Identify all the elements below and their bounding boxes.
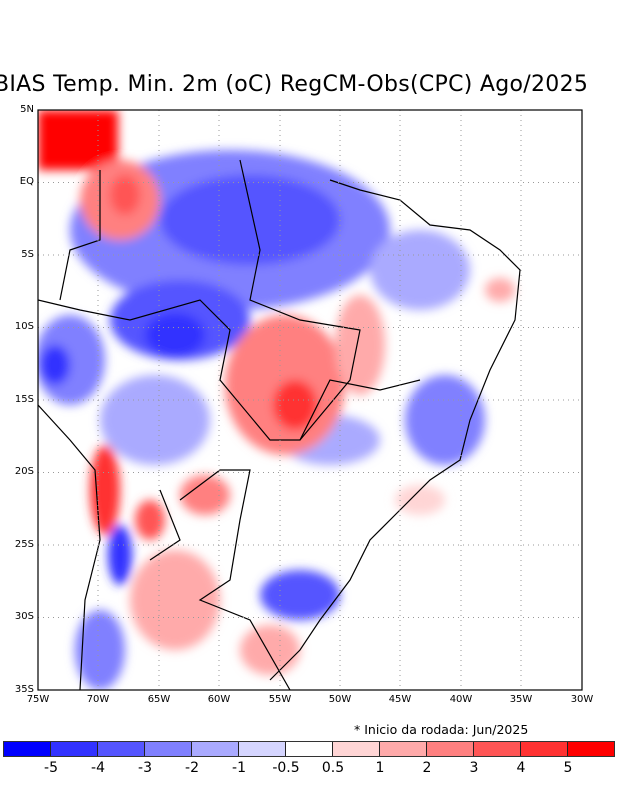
- colorbar-label: -2: [185, 760, 199, 776]
- grid-lines: [38, 110, 582, 690]
- x-tick-label: 75W: [26, 694, 50, 705]
- colorbar-label: 1: [375, 760, 385, 776]
- colorbar-swatch: [145, 742, 192, 756]
- colorbar-label: -0.5: [272, 760, 300, 776]
- colorbar-swatch: [380, 742, 427, 756]
- colorbar-swatch: [98, 742, 145, 756]
- colorbar-label: -1: [232, 760, 246, 776]
- colorbar-swatch: [51, 742, 98, 756]
- y-tick-label: 15S: [14, 394, 34, 405]
- colorbar-swatch: [239, 742, 286, 756]
- bias-field: [38, 110, 521, 690]
- colorbar-label: -5: [44, 760, 58, 776]
- bias-map: [37, 109, 583, 691]
- x-tick-label: 30W: [570, 694, 594, 705]
- x-tick-label: 45W: [388, 694, 412, 705]
- map-frame: [37, 109, 583, 691]
- x-tick-label: 40W: [449, 694, 473, 705]
- colorbar-swatch: [192, 742, 239, 756]
- colorbar-swatch: [4, 742, 51, 756]
- country-borders: [38, 159, 521, 690]
- colorbar: [3, 741, 615, 757]
- y-tick-label: 25S: [14, 539, 34, 550]
- y-tick-label: 35S: [14, 684, 34, 695]
- colorbar-swatch: [286, 742, 333, 756]
- y-tick-label: EQ: [19, 176, 34, 187]
- colorbar-label: -3: [138, 760, 152, 776]
- colorbar-label: 0.5: [321, 760, 345, 776]
- x-tick-label: 55W: [268, 694, 292, 705]
- y-tick-label: 20S: [14, 466, 34, 477]
- colorbar-swatch: [474, 742, 521, 756]
- colorbar-swatch: [568, 742, 614, 756]
- y-tick-label: 5S: [21, 249, 34, 260]
- x-tick-label: 50W: [328, 694, 352, 705]
- colorbar-label: 3: [469, 760, 479, 776]
- y-tick-label: 5N: [20, 104, 34, 115]
- colorbar-swatch: [521, 742, 568, 756]
- x-tick-label: 65W: [147, 694, 171, 705]
- colorbar-label: -4: [91, 760, 105, 776]
- run-start-note: * Inicio da rodada: Jun/2025: [354, 722, 529, 737]
- x-tick-label: 70W: [86, 694, 110, 705]
- colorbar-label: 2: [422, 760, 432, 776]
- colorbar-label: 4: [516, 760, 526, 776]
- x-tick-label: 35W: [509, 694, 533, 705]
- y-tick-label: 10S: [14, 321, 34, 332]
- y-tick-label: 30S: [14, 611, 34, 622]
- map-title: BIAS Temp. Min. 2m (oC) RegCM-Obs(CPC) A…: [0, 72, 589, 97]
- x-tick-label: 60W: [207, 694, 231, 705]
- colorbar-swatch: [427, 742, 474, 756]
- colorbar-swatch: [333, 742, 380, 756]
- colorbar-label: 5: [563, 760, 573, 776]
